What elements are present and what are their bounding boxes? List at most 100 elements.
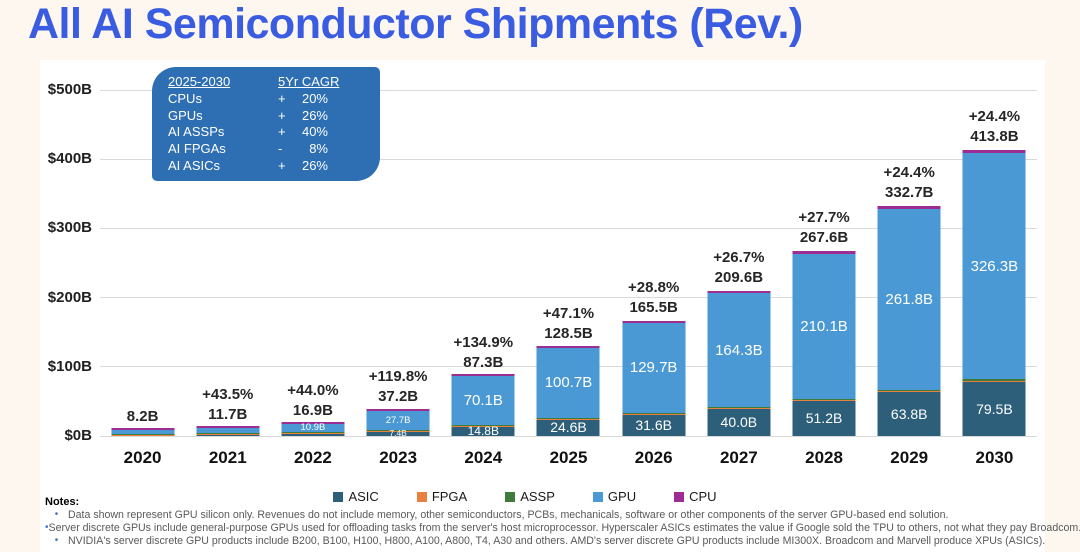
cagr-row-sign: + [278,124,286,140]
bullet-icon: • [54,534,59,546]
segment-gpu-2030 [962,153,1026,379]
segment-assp-2025 [536,417,600,419]
legend-item-fpga: FPGA [416,489,468,504]
segment-gpu-2028 [792,253,856,399]
asic-segment-label: 63.8B [890,405,928,422]
cagr-period-label: 2025-2030 [168,74,231,89]
gridline-200B [100,297,1037,299]
x-axis-label-2029: 2029 [890,448,929,467]
note-line-1: • Data shown represent GPU silicon only. … [45,509,1055,522]
segment-asic-2022 [281,433,345,436]
bar-2025: 100.7B 24.6B [536,346,600,436]
note-line-3: • NVIDIA's server discrete GPU products i… [45,535,1055,548]
legend-swatch-icon [505,491,516,502]
cagr-row-ai-assps: AI ASSPs +40% [168,124,368,141]
segment-asic-2021 [196,434,260,436]
y-axis-tick-label: $200B [47,288,92,306]
legend-swatch-icon [592,491,603,502]
segment-asic-2027 [707,408,771,436]
cagr-row-label: CPUs [168,90,202,106]
asic-segment-label: 31.6B [635,417,672,434]
x-axis-label-2021: 2021 [208,448,247,467]
bar-2027: 164.3B 40.0B [707,290,771,436]
segment-cpu-2029 [877,205,941,209]
y-axis-tick-label: $0B [64,427,92,444]
asic-segment-label: 79.5B [976,400,1013,417]
asic-segment-label: 51.2B [805,410,843,427]
gpu-segment-label: 164.3B [715,341,763,359]
bar-pct-change-label: +24.4% [968,107,1021,125]
bar-total-label: 209.6B [714,268,764,286]
x-axis-label-2028: 2028 [805,448,843,467]
cagr-header-label: 5Yr CAGR [278,74,340,89]
segment-asic-2026 [622,414,686,436]
bar-slot-2029: 332.7B +24.4% 2029 261.8B 63.8B [867,90,952,467]
segment-cpu-2026 [622,321,686,324]
cagr-row-ai-fpgas: AI FPGAs - 8% [168,141,368,158]
cagr-row-gpus: GPUs +26% [168,108,368,125]
bar-total-label: 128.5B [544,325,593,343]
x-axis-label-2022: 2022 [294,448,332,467]
cagr-callout-box: 2025-2030 5Yr CAGR CPUs +20% GPUs +26% AI AS… [152,67,380,181]
bar-2021 [196,425,260,436]
y-axis-tick-label: $500B [47,81,92,98]
x-axis-label-2023: 2023 [379,448,418,467]
segment-asic-2028 [792,400,856,436]
asic-segment-label: 7.4B [389,428,407,439]
bar-slot-2023: 37.2B +119.8% 2023 27.7B 7.4B [356,90,441,467]
legend-item-gpu: GPU [592,489,637,504]
bar-chart-plot-area: $0B $100B $200B $300B $400B $500B 8.2B 2020 11.7… [48,81,1037,467]
cagr-row-pct: 8% [309,141,328,157]
segment-asic-2024 [451,425,515,436]
bar-pct-change-label: +47.1% [542,305,595,323]
bar-pct-change-label: +27.7% [798,208,850,226]
cagr-row-sign: + [278,90,286,106]
x-axis-label-2030: 2030 [975,448,1014,467]
gpu-segment-label: 210.1B [800,317,848,335]
segment-assp-2020 [111,433,175,435]
legend-item-label: ASSP [520,489,555,504]
bar-2030: 326.3B 79.5B [962,149,1026,436]
bar-2028: 210.1B 51.2B [792,250,856,436]
bar-total-label: 332.7B [885,183,934,201]
bar-pct-change-label: +26.7% [713,248,765,266]
cagr-row-ai-asics: AI ASICs +26% [168,158,368,175]
bar-total-label: 87.3B [463,353,504,371]
gpu-segment-label: 27.7B [385,414,411,426]
bar-pct-change-label: +119.8% [368,368,428,386]
segment-assp-2024 [451,424,515,426]
segment-gpu-2024 [451,376,515,425]
gridline-400B [100,158,1037,160]
segment-assp-2026 [622,412,686,414]
notes-section: Notes: • Data shown represent GPU silicon… [45,496,1080,548]
cagr-row-sign: - [278,141,283,157]
bar-total-label: 11.7B [208,405,248,423]
bar-slot-2026: 165.5B +28.8% 2026 129.7B 31.6B [611,90,696,467]
x-axis-label-2024: 2024 [464,448,503,467]
page-title: All AI Semiconductor Shipments (Rev.) [28,0,803,48]
legend-item-label: GPU [607,489,637,504]
bar-pct-change-label: +43.5% [202,385,254,403]
legend-item-cpu: CPU [674,489,717,504]
cagr-row-label: AI FPGAs [168,141,226,157]
gpu-segment-label: 261.8B [885,290,933,308]
segment-gpu-2029 [877,208,941,390]
bar-total-label: 8.2B [126,408,159,426]
y-axis-tick-label: $400B [47,150,92,168]
cagr-row-pct: 40% [301,124,328,140]
legend-swatch-icon [333,491,344,502]
bar-pct-change-label: +134.9% [453,333,514,351]
gridline-500B [100,89,1037,91]
gridline-300B [100,227,1037,229]
bar-pct-change-label: +28.8% [628,279,680,297]
cagr-row-sign: + [278,107,286,123]
bar-slot-2022: 16.9B +44.0% 2022 10.9B [270,90,355,467]
segment-asic-2020 [111,434,175,436]
bar-pct-change-label: +44.0% [287,382,339,400]
segment-gpu-2025 [536,348,600,418]
legend-item-label: FPGA [431,489,468,504]
bar-slot-2024: 87.3B +134.9% 2024 70.1B 14.8B [441,90,526,467]
gpu-segment-label: 10.9B [300,422,326,434]
bar-total-label: 16.9B [292,402,333,420]
x-axis-label-2025: 2025 [549,448,588,467]
